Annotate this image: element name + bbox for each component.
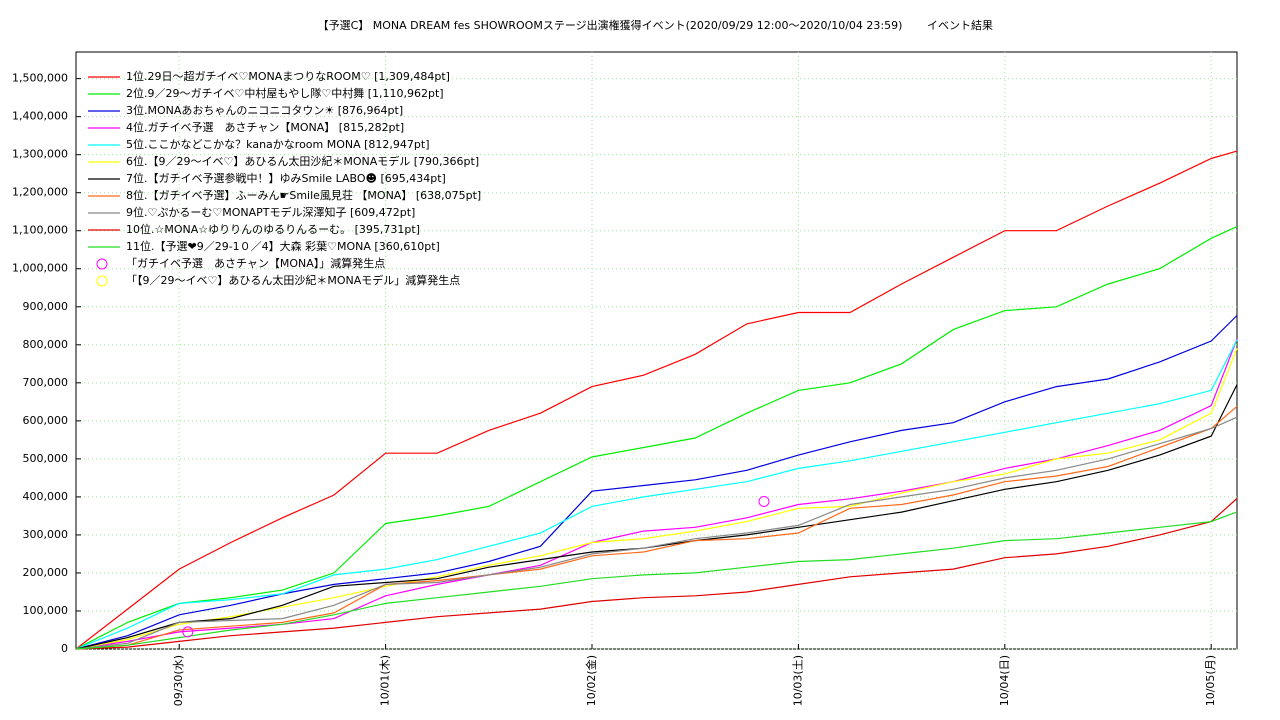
x-tick-label: 10/05(月) <box>1204 655 1217 706</box>
y-tick-label: 0 <box>61 642 68 655</box>
series-line <box>75 339 1238 650</box>
legend-label: 7位.【ガチイベ予選参戦中！】ゆみSmile LABO☻ [695,434pt] <box>126 171 446 185</box>
y-tick-label: 700,000 <box>23 376 69 389</box>
series-line <box>75 416 1238 650</box>
series-line <box>75 384 1238 650</box>
x-tick-label: 10/01(木) <box>379 655 392 706</box>
legend-label: 5位.ここかなどこかな？kanaかなroom MONA [812,947pt] <box>126 137 430 151</box>
y-tick-label: 1,200,000 <box>12 186 68 199</box>
series-line <box>75 150 1238 650</box>
x-tick-label: 10/04(日) <box>998 655 1011 706</box>
y-tick-label: 1,300,000 <box>12 148 68 161</box>
legend-label: 6位.【9／29〜イベ♡】あひるん太田沙紀＊MONAモデル [790,366pt… <box>126 154 479 168</box>
y-tick-label: 400,000 <box>23 490 69 503</box>
legend-label: 10位.☆MONA☆ゆりりんのゆるりんるーむ。 [395,731pt] <box>126 222 420 236</box>
legend-marker <box>96 258 108 270</box>
series-line <box>75 226 1238 650</box>
series-line <box>75 348 1238 650</box>
x-tick-label: 10/03(土) <box>791 655 804 706</box>
y-tick-label: 1,500,000 <box>12 72 68 85</box>
legend-label: 3位.MONAあおちゃんのニコニコタウン☀ [876,964pt] <box>126 103 403 117</box>
y-tick-label: 800,000 <box>23 338 69 351</box>
marker-point <box>758 495 770 507</box>
x-tick-label: 10/02(金) <box>584 655 598 706</box>
legend-marker <box>96 275 108 287</box>
y-tick-label: 200,000 <box>23 566 69 579</box>
y-tick-label: 500,000 <box>23 452 69 465</box>
series-line <box>75 315 1238 650</box>
legend-label: 11位.【予選❤9／29-1０／4】大森 彩葉♡MONA [360,610pt] <box>126 239 440 253</box>
x-tick-label: 09/30(水) <box>172 655 185 706</box>
y-tick-label: 1,000,000 <box>12 262 68 275</box>
chart-subtitle: イベント結果 <box>927 18 993 32</box>
chart-title: 【予選C】 MONA DREAM fes SHOWROOMステージ出演権獲得イベ… <box>318 18 903 32</box>
y-tick-label: 600,000 <box>23 414 69 427</box>
legend-label: 9位.♡ぷかるーむ♡MONAPTモデル深澤知子 [609,472pt] <box>126 205 415 219</box>
legend-label: 4位.ガチイベ予選 あさチャン【MONA】 [815,282pt] <box>126 120 404 134</box>
legend-label: 2位.9／29〜ガチイベ♡中村屋もやし隊♡中村舞 [1,110,962pt] <box>126 86 444 100</box>
y-tick-label: 300,000 <box>23 528 69 541</box>
series-line <box>75 498 1238 650</box>
y-tick-label: 100,000 <box>23 604 69 617</box>
series-line <box>75 405 1238 650</box>
series-line <box>75 511 1238 650</box>
legend-label: 「【9／29〜イベ♡】あひるん太田沙紀＊MONAモデル」減算発生点 <box>126 273 460 287</box>
marker-point <box>182 626 194 638</box>
y-tick-label: 1,400,000 <box>12 110 68 123</box>
legend-label: 「ガチイベ予選 あさチャン【MONA】」減算発生点 <box>126 256 385 270</box>
legend-label: 1位.29日〜超ガチイベ♡MONAまつりなROOM♡ [1,309,484pt] <box>126 69 450 83</box>
y-tick-label: 900,000 <box>23 300 69 313</box>
legend-label: 8位.【ガチイベ予選】ふーみん☛Smile風見荘 【MONA】 [638,075… <box>126 188 481 202</box>
y-tick-label: 1,100,000 <box>12 224 68 237</box>
